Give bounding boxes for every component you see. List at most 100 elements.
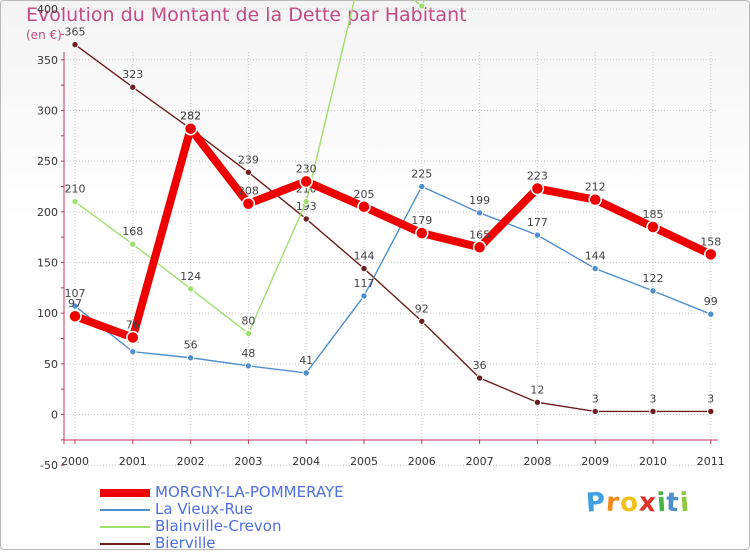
x-tick-label: 2010 — [639, 455, 667, 468]
data-point — [185, 123, 197, 135]
data-point — [72, 198, 78, 204]
series-line — [75, 0, 711, 333]
data-point — [303, 370, 309, 376]
logo-letter: x — [638, 487, 658, 518]
data-label: 124 — [180, 270, 201, 283]
data-point — [650, 408, 656, 414]
y-tick-label: 350 — [37, 54, 58, 67]
data-label: 3 — [592, 392, 599, 405]
x-tick-label: 2004 — [292, 455, 320, 468]
series-line — [75, 45, 711, 412]
data-label: 208 — [238, 185, 259, 198]
data-label: 3 — [707, 392, 714, 405]
data-point — [361, 265, 367, 271]
data-label: 122 — [643, 272, 664, 285]
data-label: 179 — [411, 214, 432, 227]
data-point — [650, 288, 656, 294]
data-point — [245, 330, 251, 336]
legend-swatch — [100, 543, 150, 545]
data-label: 117 — [354, 277, 375, 290]
data-point — [589, 194, 601, 206]
x-tick-label: 2000 — [61, 455, 89, 468]
data-label: 168 — [122, 225, 143, 238]
y-tick-label: 400 — [37, 3, 58, 16]
data-label: 56 — [184, 339, 198, 352]
legend-label: La Vieux-Rue — [155, 500, 253, 518]
x-tick-label: 2008 — [523, 455, 551, 468]
data-label: 223 — [527, 170, 548, 183]
y-tick-label: 200 — [37, 206, 58, 219]
logo-letter: P — [585, 487, 607, 518]
x-tick-label: 2006 — [408, 455, 436, 468]
data-label: 41 — [299, 354, 313, 367]
proxiti-logo: Proxiti — [586, 488, 690, 518]
y-tick-label: 50 — [44, 358, 58, 371]
data-point — [476, 210, 482, 216]
y-tick-label: 150 — [37, 256, 58, 269]
legend-swatch — [100, 489, 150, 497]
data-label: 199 — [469, 194, 490, 207]
x-tick-label: 2005 — [350, 455, 378, 468]
data-point — [130, 348, 136, 354]
legend-swatch — [100, 509, 150, 511]
legend-label: Blainville-Crevon — [155, 517, 281, 535]
data-label: 12 — [530, 383, 544, 396]
data-label: 212 — [585, 181, 606, 194]
data-label: 3 — [650, 392, 657, 405]
data-point — [245, 363, 251, 369]
data-point — [127, 331, 139, 343]
data-point — [534, 399, 540, 405]
data-label: 230 — [296, 162, 317, 175]
data-point — [476, 375, 482, 381]
data-point — [130, 84, 136, 90]
x-tick-label: 2009 — [581, 455, 609, 468]
y-tick-label: 0 — [51, 409, 58, 422]
series-line — [75, 129, 711, 338]
data-point — [303, 198, 309, 204]
data-label: 225 — [411, 167, 432, 180]
x-tick-label: 2003 — [234, 455, 262, 468]
x-tick-label: 2007 — [466, 455, 494, 468]
data-label: 158 — [700, 235, 721, 248]
data-point — [419, 183, 425, 189]
legend-label: MORGNY-LA-POMMERAYE — [155, 483, 344, 501]
series-blainville-crevon: 21016812480210449403548505624561673 — [65, 0, 722, 337]
data-label: 48 — [241, 347, 255, 360]
data-label: 210 — [65, 183, 86, 196]
data-point — [592, 265, 598, 271]
data-point — [69, 310, 81, 322]
x-tick-label: 2002 — [177, 455, 205, 468]
data-point — [474, 241, 486, 253]
data-point — [130, 241, 136, 247]
data-label: 76 — [126, 318, 140, 331]
line-chart: -500501001502002503003504004505005506006… — [0, 0, 750, 480]
legend-swatch — [100, 526, 150, 528]
data-label: 365 — [65, 26, 86, 39]
data-point — [187, 355, 193, 361]
x-tick-label: 2011 — [697, 455, 725, 468]
data-point — [245, 169, 251, 175]
y-tick-label: 300 — [37, 104, 58, 117]
data-point — [705, 248, 717, 260]
data-point — [592, 408, 598, 414]
data-point — [187, 286, 193, 292]
data-label: 282 — [180, 110, 201, 123]
data-point — [647, 221, 659, 233]
series-la-vieux-rue: 1076256484111722519917714412299 — [65, 167, 718, 376]
data-label: 80 — [241, 314, 255, 327]
data-label: 144 — [585, 250, 606, 263]
data-point — [419, 3, 425, 9]
y-tick-label: 100 — [37, 307, 58, 320]
data-point — [72, 41, 78, 47]
data-label: 36 — [473, 359, 487, 372]
data-label: 97 — [68, 297, 82, 310]
data-label: 92 — [415, 302, 429, 315]
data-label: 165 — [469, 228, 490, 241]
data-point — [708, 408, 714, 414]
data-point — [531, 183, 543, 195]
data-point — [242, 198, 254, 210]
data-label: 144 — [354, 250, 375, 263]
data-point — [358, 201, 370, 213]
y-tick-label: -50 — [40, 459, 58, 472]
